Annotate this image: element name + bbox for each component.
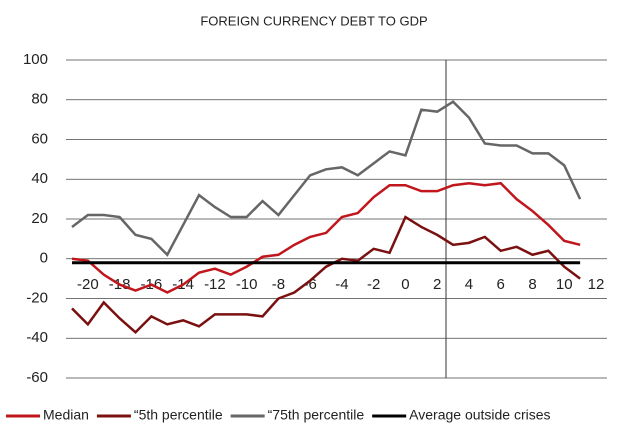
y-tick-label: -20: [26, 289, 48, 306]
x-tick-label: 12: [588, 276, 605, 293]
x-tick-label: -8: [272, 276, 285, 293]
x-tick-label: -20: [77, 276, 99, 293]
series-line: [71, 181, 581, 294]
y-tick-label: 0: [40, 250, 48, 267]
x-tick-label: -6: [304, 276, 317, 293]
x-tick-label: 4: [465, 276, 473, 293]
x-tick-label: 8: [528, 276, 536, 293]
x-tick-label: 6: [497, 276, 505, 293]
legend-label: “75th percentile: [268, 407, 365, 423]
series-line: [71, 100, 582, 257]
x-tick-label: 0: [401, 276, 409, 293]
y-tick-label: 20: [31, 210, 48, 227]
legend-label: Average outside crises: [409, 407, 550, 423]
legend-label: “5th percentile: [134, 407, 223, 423]
y-tick-label: -60: [26, 369, 48, 386]
y-tick-label: 80: [31, 91, 48, 108]
x-tick-label: 10: [556, 276, 573, 293]
x-tick-label: 2: [433, 276, 441, 293]
x-tick-label: -2: [367, 276, 380, 293]
x-tick-label: -10: [236, 276, 258, 293]
series-line: [71, 215, 581, 334]
y-tick-label: 40: [31, 170, 48, 187]
y-tick-label: 100: [23, 51, 48, 68]
x-tick-label: -12: [204, 276, 226, 293]
y-tick-label: -40: [26, 329, 48, 346]
legend-label: Median: [43, 407, 89, 423]
x-tick-label: -4: [335, 276, 348, 293]
chart-title: FOREIGN CURRENCY DEBT TO GDP: [200, 13, 427, 28]
y-tick-label: 60: [31, 130, 48, 147]
